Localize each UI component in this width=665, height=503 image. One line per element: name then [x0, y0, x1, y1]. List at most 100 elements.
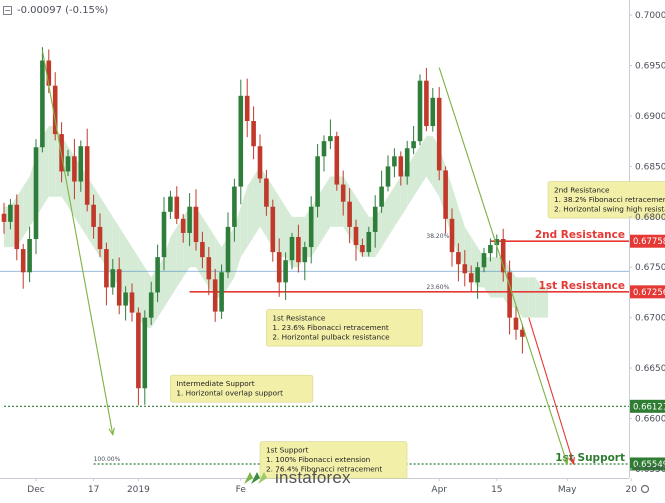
candle — [315, 143, 320, 218]
candle — [379, 170, 384, 213]
candle-body — [33, 147, 39, 239]
annotation-line: 1st Resistance — [272, 314, 325, 323]
candle — [392, 148, 397, 178]
candle — [200, 231, 205, 269]
candle — [20, 243, 26, 289]
candle-body — [315, 156, 320, 207]
level-label: 1st Resistance — [539, 280, 625, 292]
candle-body — [488, 245, 493, 254]
cloud-segment — [125, 236, 132, 308]
candle-body — [353, 226, 359, 246]
fib-arrow-shaft — [438, 67, 568, 465]
candle-body — [78, 146, 84, 182]
candle-body — [219, 272, 224, 312]
candle — [142, 310, 148, 405]
candle-body — [168, 196, 173, 212]
candle-body — [360, 245, 365, 253]
candle-body — [289, 236, 295, 261]
cloud-segment — [381, 196, 388, 248]
candle — [14, 194, 20, 261]
candle-body — [456, 252, 461, 265]
fib-level-label: 23.60% — [426, 284, 449, 291]
candle — [110, 258, 116, 295]
candle-body — [366, 231, 372, 253]
candle — [219, 264, 224, 319]
candle-body — [257, 146, 263, 179]
annotation-line: 2. 76.4% Fibonacci retracement — [266, 465, 382, 474]
candle-body — [302, 247, 308, 263]
cloud-segment — [388, 186, 395, 237]
candle — [372, 195, 378, 248]
candle — [148, 281, 154, 326]
gear-icon[interactable] — [640, 484, 650, 494]
candle-body — [206, 257, 212, 280]
cloud-segment — [324, 176, 331, 237]
candle — [8, 199, 13, 230]
candle — [257, 134, 263, 183]
candle — [308, 196, 314, 264]
fib-arrow-head — [108, 427, 115, 437]
annotation-line: 1. Horizontal overlap support — [176, 389, 283, 398]
candle-body — [494, 239, 500, 246]
candle — [270, 199, 276, 262]
candle — [404, 140, 410, 185]
cloud-segment — [279, 196, 286, 258]
price-box-text: 0.66121 — [633, 402, 665, 412]
candle — [398, 151, 404, 186]
fib-arrow-shaft — [41, 50, 114, 435]
candle — [302, 241, 308, 281]
level-label: 2nd Resistance — [535, 229, 625, 241]
candle-body — [430, 97, 436, 127]
price-box-bg — [630, 285, 665, 299]
candle-body — [507, 272, 512, 318]
projection-arrow — [528, 317, 575, 466]
candle — [436, 87, 442, 181]
candle — [475, 262, 480, 299]
candle-body — [238, 95, 244, 187]
candle-body — [276, 252, 282, 283]
collapse-icon[interactable]: − — [3, 6, 12, 15]
price-label-box: 0.67256 — [630, 285, 665, 299]
candle-body — [436, 97, 442, 171]
price-box-text: 0.65549 — [633, 460, 665, 470]
candle — [232, 178, 237, 242]
price-label-box: 0.65549 — [630, 457, 665, 471]
candle-body — [187, 206, 192, 233]
price-box-bg — [630, 457, 665, 471]
candle-body — [398, 156, 404, 177]
candle-body — [270, 206, 276, 253]
candle-body — [347, 201, 352, 227]
candle-body — [520, 329, 525, 337]
candle-body — [385, 166, 391, 187]
candle — [52, 72, 58, 141]
candles — [1, 47, 525, 406]
candle — [212, 268, 218, 322]
candle-body — [334, 136, 340, 185]
x-tick-label: May — [558, 485, 577, 495]
candle — [513, 306, 519, 340]
candle — [72, 139, 77, 200]
x-tick-label: Apr — [431, 485, 447, 495]
settings-control[interactable] — [640, 484, 650, 494]
x-tick-label: 2019 — [127, 485, 150, 495]
candle — [289, 232, 295, 270]
x-tick-label: 20 — [625, 485, 637, 495]
annotation-line: 2nd Resistance — [554, 186, 610, 195]
candle-body — [129, 292, 135, 313]
candle — [353, 219, 359, 261]
candle-body — [424, 80, 429, 127]
candle-body — [65, 156, 71, 172]
candle-body — [212, 279, 218, 312]
candle — [366, 226, 372, 257]
candle-body — [27, 239, 32, 273]
candle — [174, 186, 180, 225]
cloud-segment — [528, 277, 536, 318]
annotation-line: 1. 23.6% Fibonacci retracement — [272, 323, 388, 332]
candle-body — [251, 121, 256, 147]
